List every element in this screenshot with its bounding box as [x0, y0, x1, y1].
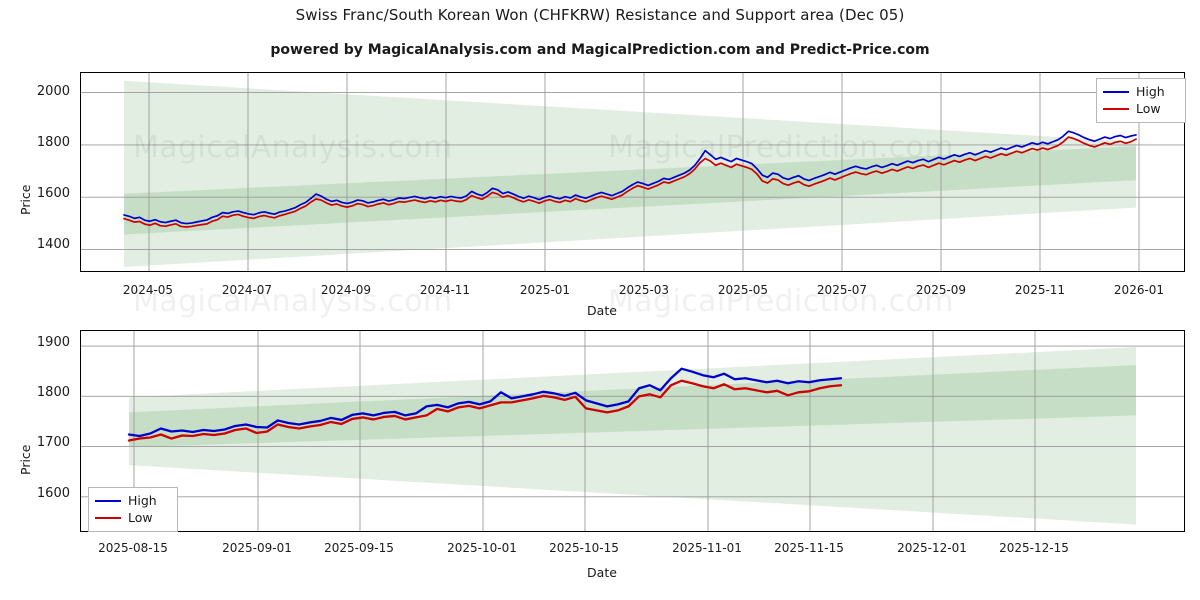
chart-bottom-legend-label-low: Low	[128, 510, 153, 525]
chart-top-xtick-10: 2026-01	[1113, 283, 1165, 297]
chart-top-xtick-7: 2025-07	[816, 283, 868, 297]
chart-bottom-xtick-8: 2025-12-15	[999, 541, 1069, 555]
chart-top-ytick-1400: 1400	[36, 237, 70, 252]
chart-bottom-ytick-1800: 1800	[36, 385, 70, 400]
chart-top-xtick-4: 2025-01	[519, 283, 571, 297]
chart-top-xtick-9: 2025-11	[1014, 283, 1066, 297]
page-title: Swiss Franc/South Korean Won (CHFKRW) Re…	[295, 6, 905, 24]
chart-top-ytick-2000: 2000	[36, 84, 70, 99]
chart-bottom-legend-item-high[interactable]: High	[95, 492, 169, 509]
chart-top-xtick-2: 2024-09	[320, 283, 372, 297]
chart-top-xtick-5: 2025-03	[618, 283, 670, 297]
chart-bottom-xtick-7: 2025-12-01	[897, 541, 967, 555]
chart-bottom-xtick-3: 2025-10-01	[447, 541, 517, 555]
chart-top-legend-item-low[interactable]: Low	[1103, 100, 1177, 117]
chart-top-ytick-1600: 1600	[36, 186, 70, 201]
chart-top-xtick-8: 2025-09	[915, 283, 967, 297]
chart-bottom-ytick-1900: 1900	[36, 335, 70, 350]
chart-bottom-xlabel: Date	[587, 565, 617, 580]
chart-bottom-xtick-6: 2025-11-15	[774, 541, 844, 555]
chart-top-legend[interactable]: High Low	[1096, 78, 1186, 123]
chart-bottom-xtick-1: 2025-09-01	[222, 541, 292, 555]
chart-top-xlabel: Date	[587, 303, 617, 318]
high-line-swatch-icon	[1103, 90, 1129, 93]
high-line-swatch-icon	[95, 499, 121, 502]
chart-top-xtick-0: 2024-05	[122, 283, 174, 297]
low-line-swatch-icon	[95, 516, 121, 519]
chart-top-legend-item-high[interactable]: High	[1103, 83, 1177, 100]
page-subtitle: powered by MagicalAnalysis.com and Magic…	[270, 42, 930, 58]
chart-top-legend-label-high: High	[1136, 84, 1165, 99]
chart-bottom-ytick-1700: 1700	[36, 435, 70, 450]
chart-top-xtick-6: 2025-05	[717, 283, 769, 297]
chart-bottom-xtick-4: 2025-10-15	[549, 541, 619, 555]
chart-bottom-xtick-5: 2025-11-01	[672, 541, 742, 555]
low-line-swatch-icon	[1103, 107, 1129, 110]
chart-top-ytick-1800: 1800	[36, 135, 70, 150]
chart-bottom-xtick-2: 2025-09-15	[324, 541, 394, 555]
chart-bottom-legend-label-high: High	[128, 493, 157, 508]
chart-bottom-plot-area	[80, 330, 1185, 532]
chart-bottom-ytick-1600: 1600	[36, 486, 70, 501]
chart-top-xtick-1: 2024-07	[221, 283, 273, 297]
chart-top-plot-area	[80, 72, 1185, 272]
chart-bottom-legend[interactable]: High Low	[88, 487, 178, 532]
chart-bottom-xtick-0: 2025-08-15	[98, 541, 168, 555]
chart-top-xtick-3: 2024-11	[419, 283, 471, 297]
chart-top-legend-label-low: Low	[1136, 101, 1161, 116]
chart-bottom-legend-item-low[interactable]: Low	[95, 509, 169, 526]
